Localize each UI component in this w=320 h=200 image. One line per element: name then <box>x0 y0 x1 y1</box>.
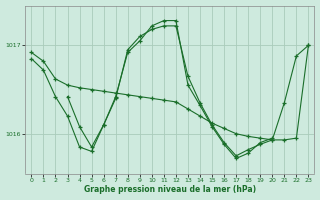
X-axis label: Graphe pression niveau de la mer (hPa): Graphe pression niveau de la mer (hPa) <box>84 185 256 194</box>
